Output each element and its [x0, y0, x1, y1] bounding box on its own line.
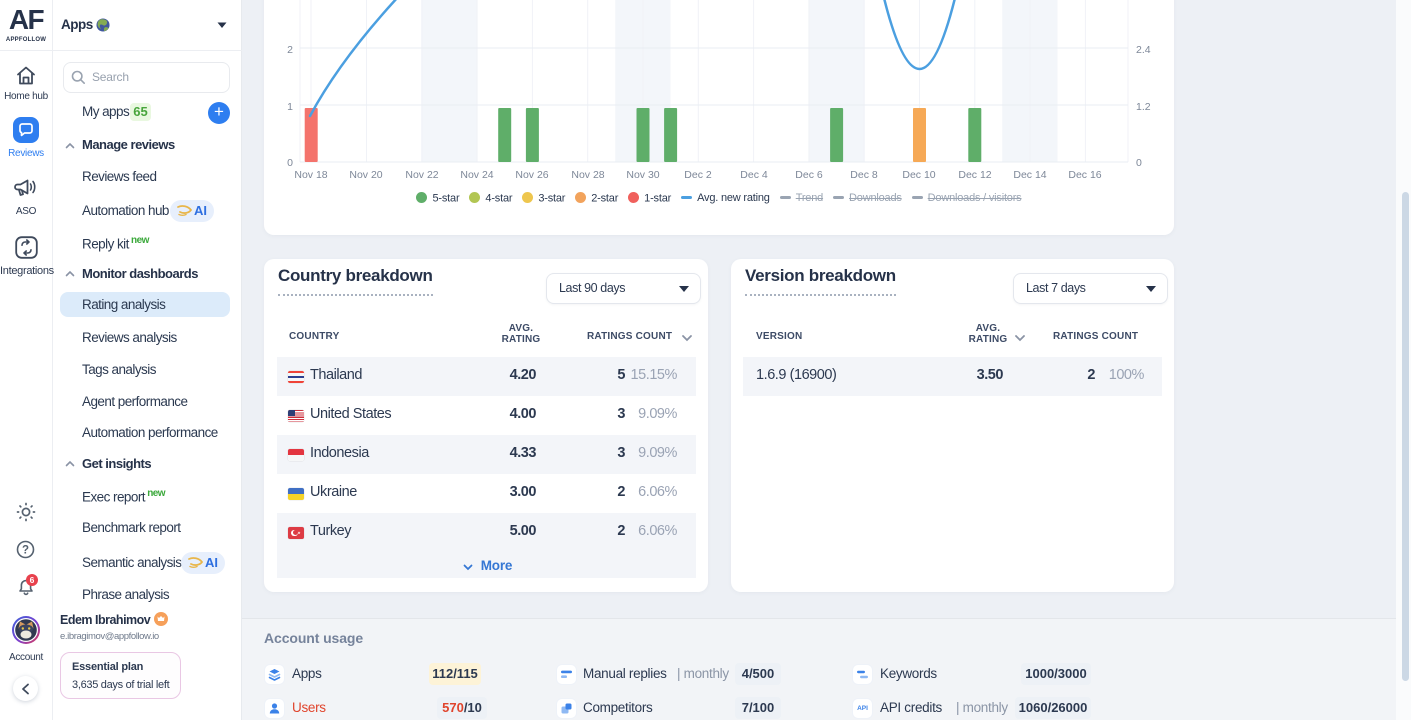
svg-text:Nov 20: Nov 20	[349, 169, 382, 181]
svg-text:?: ?	[22, 545, 29, 557]
svg-text:Dec 6: Dec 6	[795, 169, 823, 181]
svg-text:Dec 4: Dec 4	[740, 169, 768, 181]
svg-text:Nov 24: Nov 24	[460, 169, 493, 181]
svg-text:2: 2	[287, 44, 293, 56]
svg-text:Dec 12: Dec 12	[958, 169, 991, 181]
svg-text:Nov 28: Nov 28	[571, 169, 604, 181]
svg-text:2.4: 2.4	[1136, 44, 1151, 56]
svg-text:Nov 22: Nov 22	[405, 169, 438, 181]
svg-text:Nov 30: Nov 30	[626, 169, 659, 181]
svg-text:1: 1	[287, 101, 293, 113]
svg-text:0: 0	[287, 157, 293, 169]
svg-text:Nov 18: Nov 18	[294, 169, 327, 181]
svg-text:Dec 2: Dec 2	[684, 169, 712, 181]
svg-text:Dec 8: Dec 8	[850, 169, 878, 181]
svg-text:Dec 10: Dec 10	[902, 169, 935, 181]
svg-text:Dec 16: Dec 16	[1068, 169, 1101, 181]
svg-text:0: 0	[1136, 157, 1142, 169]
svg-text:Dec 14: Dec 14	[1013, 169, 1046, 181]
svg-text:1.2: 1.2	[1136, 101, 1151, 113]
svg-text:Nov 26: Nov 26	[515, 169, 548, 181]
